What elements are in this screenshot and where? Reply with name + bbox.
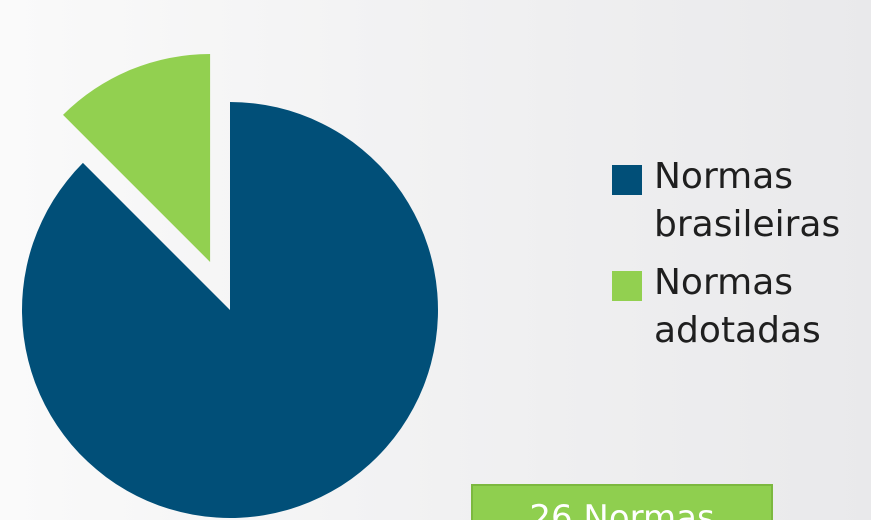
normas-count-box: 26 Normas — [471, 484, 773, 520]
pie-slice-normas-adotadas — [63, 53, 211, 262]
legend-swatch-normas-brasileiras — [612, 165, 642, 195]
legend-label-normas-brasileiras: Normas brasileiras — [654, 156, 841, 245]
pie-chart — [21, 53, 438, 518]
legend-item-normas-brasileiras: Normas brasileiras — [612, 153, 862, 249]
legend-item-normas-adotadas: Normas adotadas — [612, 259, 862, 355]
normas-count-label: 26 Normas — [529, 498, 715, 520]
pie-slice-normas-brasileiras — [21, 102, 438, 518]
legend-label-normas-adotadas: Normas adotadas — [654, 262, 821, 351]
pie-slices — [21, 53, 438, 518]
chart-legend: Normas brasileiras Normas adotadas — [612, 153, 862, 365]
legend-swatch-normas-adotadas — [612, 271, 642, 301]
